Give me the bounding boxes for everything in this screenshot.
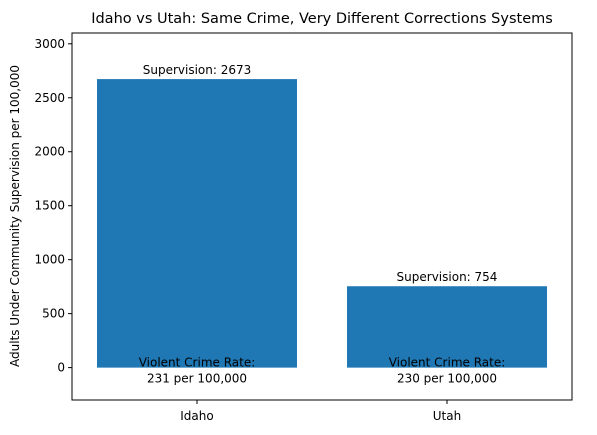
y-tick-label: 2000 <box>34 145 65 159</box>
annotation-line-2: 231 per 100,000 <box>147 372 247 386</box>
y-tick-label: 500 <box>42 307 65 321</box>
y-tick-label: 3000 <box>34 37 65 51</box>
y-tick-label: 1000 <box>34 253 65 267</box>
y-axis-label: Adults Under Community Supervision per 1… <box>8 65 22 367</box>
bar-utah <box>347 286 547 368</box>
x-tick-label: Idaho <box>180 409 213 423</box>
value-label: Supervision: 754 <box>397 270 498 284</box>
annotation-line-2: 230 per 100,000 <box>397 372 497 386</box>
y-tick-label: 2500 <box>34 91 65 105</box>
chart-title: Idaho vs Utah: Same Crime, Very Differen… <box>91 11 553 27</box>
annotation-line-1: Violent Crime Rate: <box>139 356 256 370</box>
value-label: Supervision: 2673 <box>143 63 252 77</box>
x-tick-label: Utah <box>433 409 461 423</box>
plot-frame <box>71 32 573 401</box>
annotation-line-1: Violent Crime Rate: <box>389 356 506 370</box>
y-tick-label: 0 <box>57 361 65 375</box>
bar-idaho <box>97 79 297 368</box>
plot-area: Idaho Supervision: 2673 Violent Crime Rate… <box>34 37 547 423</box>
y-tick-label: 1500 <box>34 199 65 213</box>
